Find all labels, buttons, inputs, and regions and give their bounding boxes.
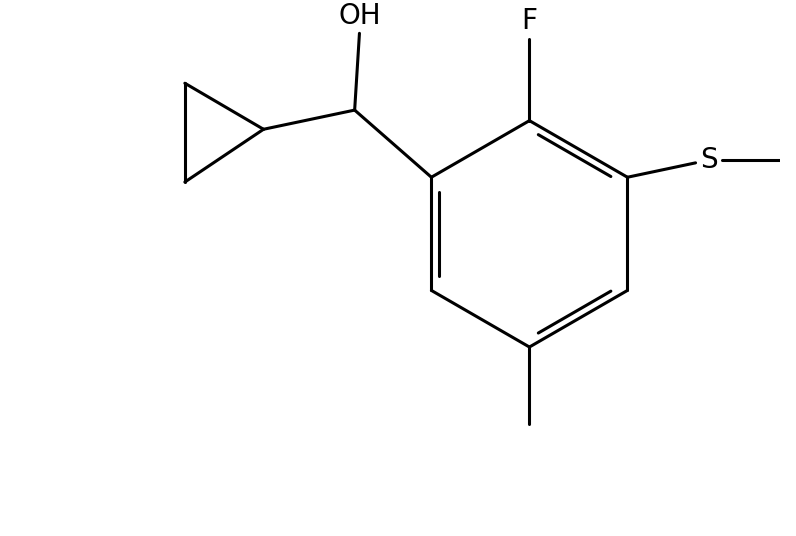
Text: F: F bbox=[521, 8, 537, 35]
Text: OH: OH bbox=[338, 2, 380, 29]
Text: S: S bbox=[700, 146, 718, 174]
